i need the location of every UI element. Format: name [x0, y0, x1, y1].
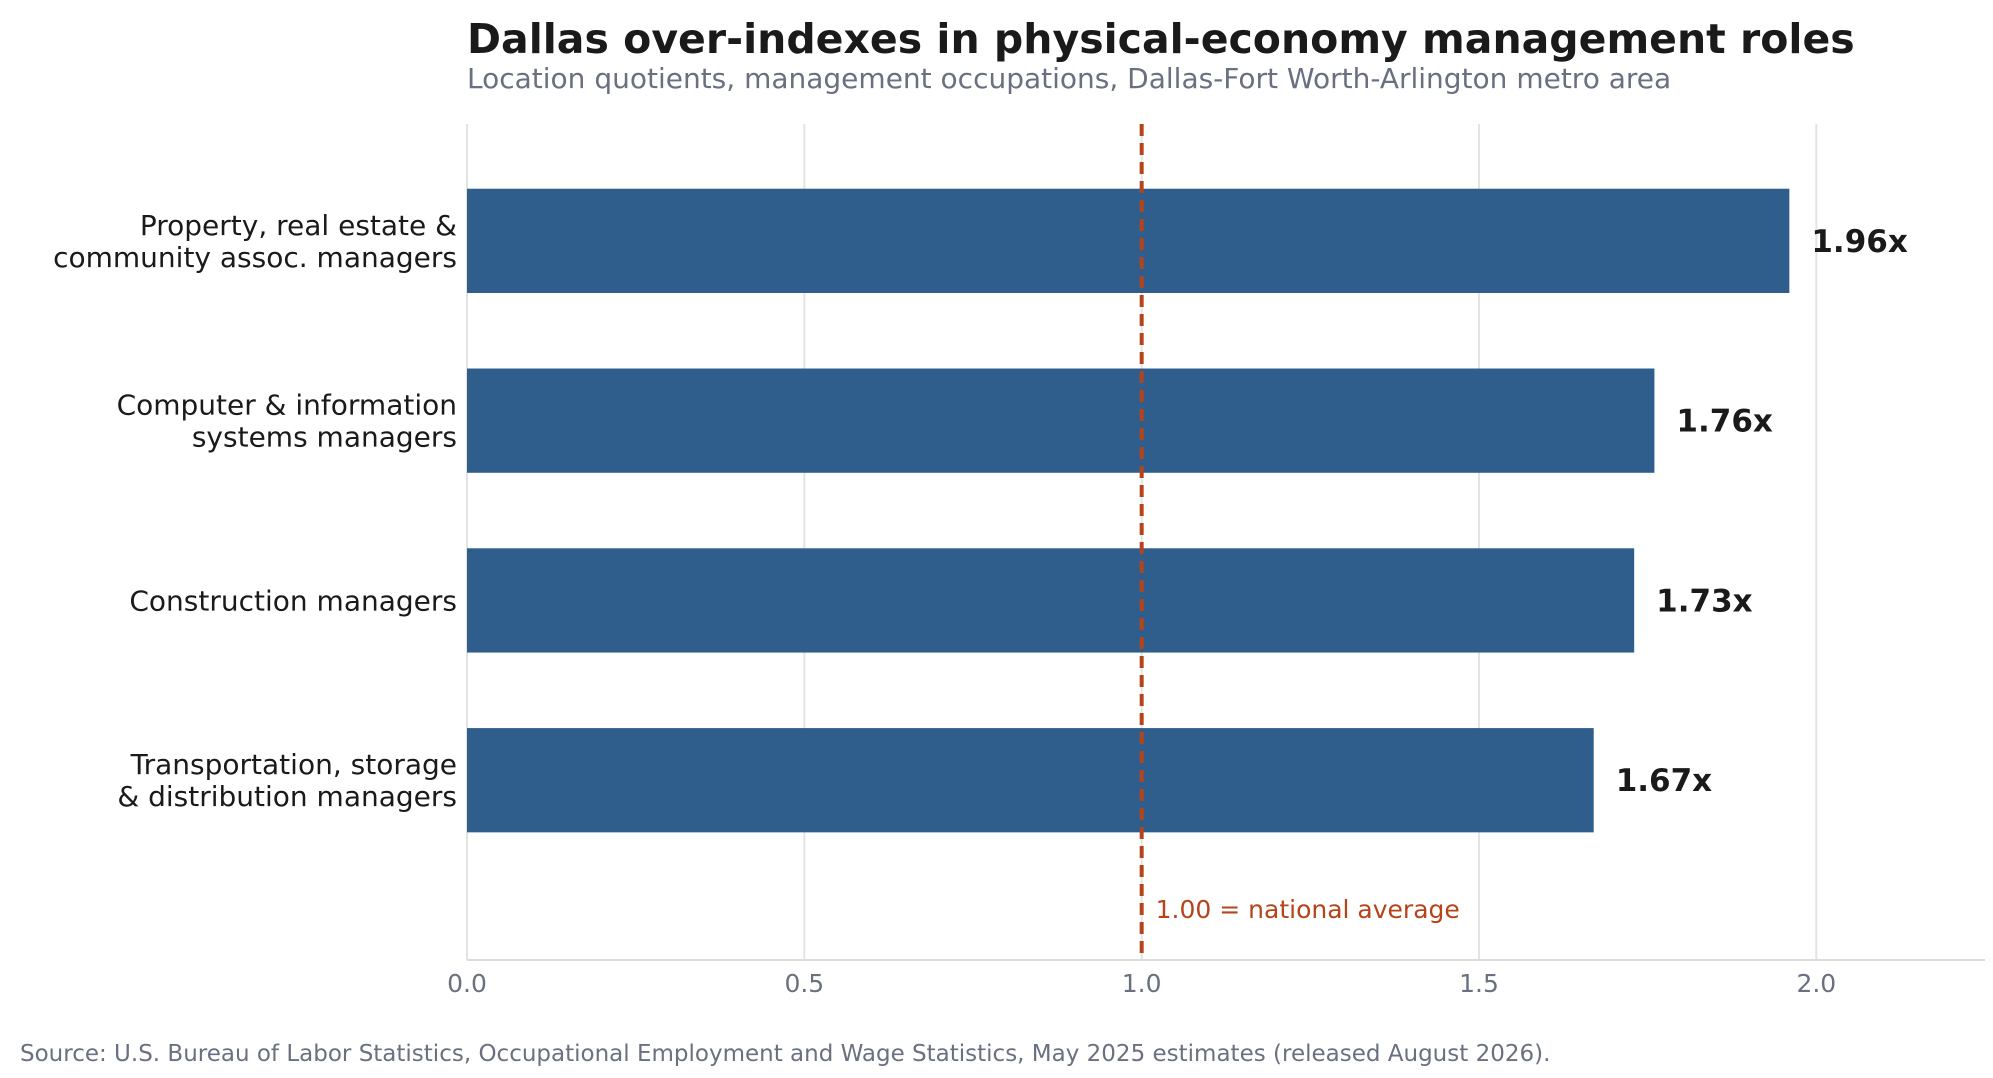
- chart-title: Dallas over-indexes in physical-economy …: [467, 15, 1855, 63]
- value-label: 1.96x: [1811, 224, 1907, 260]
- category-label: & distribution managers: [117, 780, 457, 813]
- x-tick-label: 0.0: [447, 969, 487, 998]
- category-label: Transportation, storage: [130, 748, 457, 781]
- value-label: 1.73x: [1656, 583, 1752, 619]
- category-label: Construction managers: [129, 584, 457, 617]
- bar: [467, 548, 1635, 653]
- category-label: Computer & information: [117, 389, 457, 422]
- category-label: community assoc. managers: [53, 241, 457, 274]
- source-note: Source: U.S. Bureau of Labor Statistics,…: [20, 1041, 1550, 1067]
- x-tick-label: 1.0: [1122, 969, 1162, 998]
- chart-subtitle: Location quotients, management occupatio…: [467, 62, 1671, 95]
- bars: [467, 188, 1790, 833]
- category-label: systems managers: [192, 421, 457, 454]
- value-label: 1.76x: [1676, 404, 1772, 440]
- bar: [467, 188, 1790, 293]
- x-axis: 0.0 0.5 1.0 1.5 2.0: [447, 959, 1985, 998]
- bar: [467, 368, 1655, 473]
- reference-line-group: 1.00 = national average: [1139, 124, 1460, 960]
- x-tick-label: 2.0: [1796, 969, 1836, 998]
- x-tick-label: 1.5: [1459, 969, 1499, 998]
- category-label: Property, real estate &: [140, 209, 457, 242]
- category-labels: 1.96x Property, real estate &community as…: [53, 209, 1908, 813]
- bar: [467, 728, 1594, 833]
- x-tick-label: 0.5: [784, 969, 824, 998]
- value-label: 1.67x: [1616, 763, 1712, 799]
- reference-line-label: 1.00 = national average: [1156, 895, 1460, 924]
